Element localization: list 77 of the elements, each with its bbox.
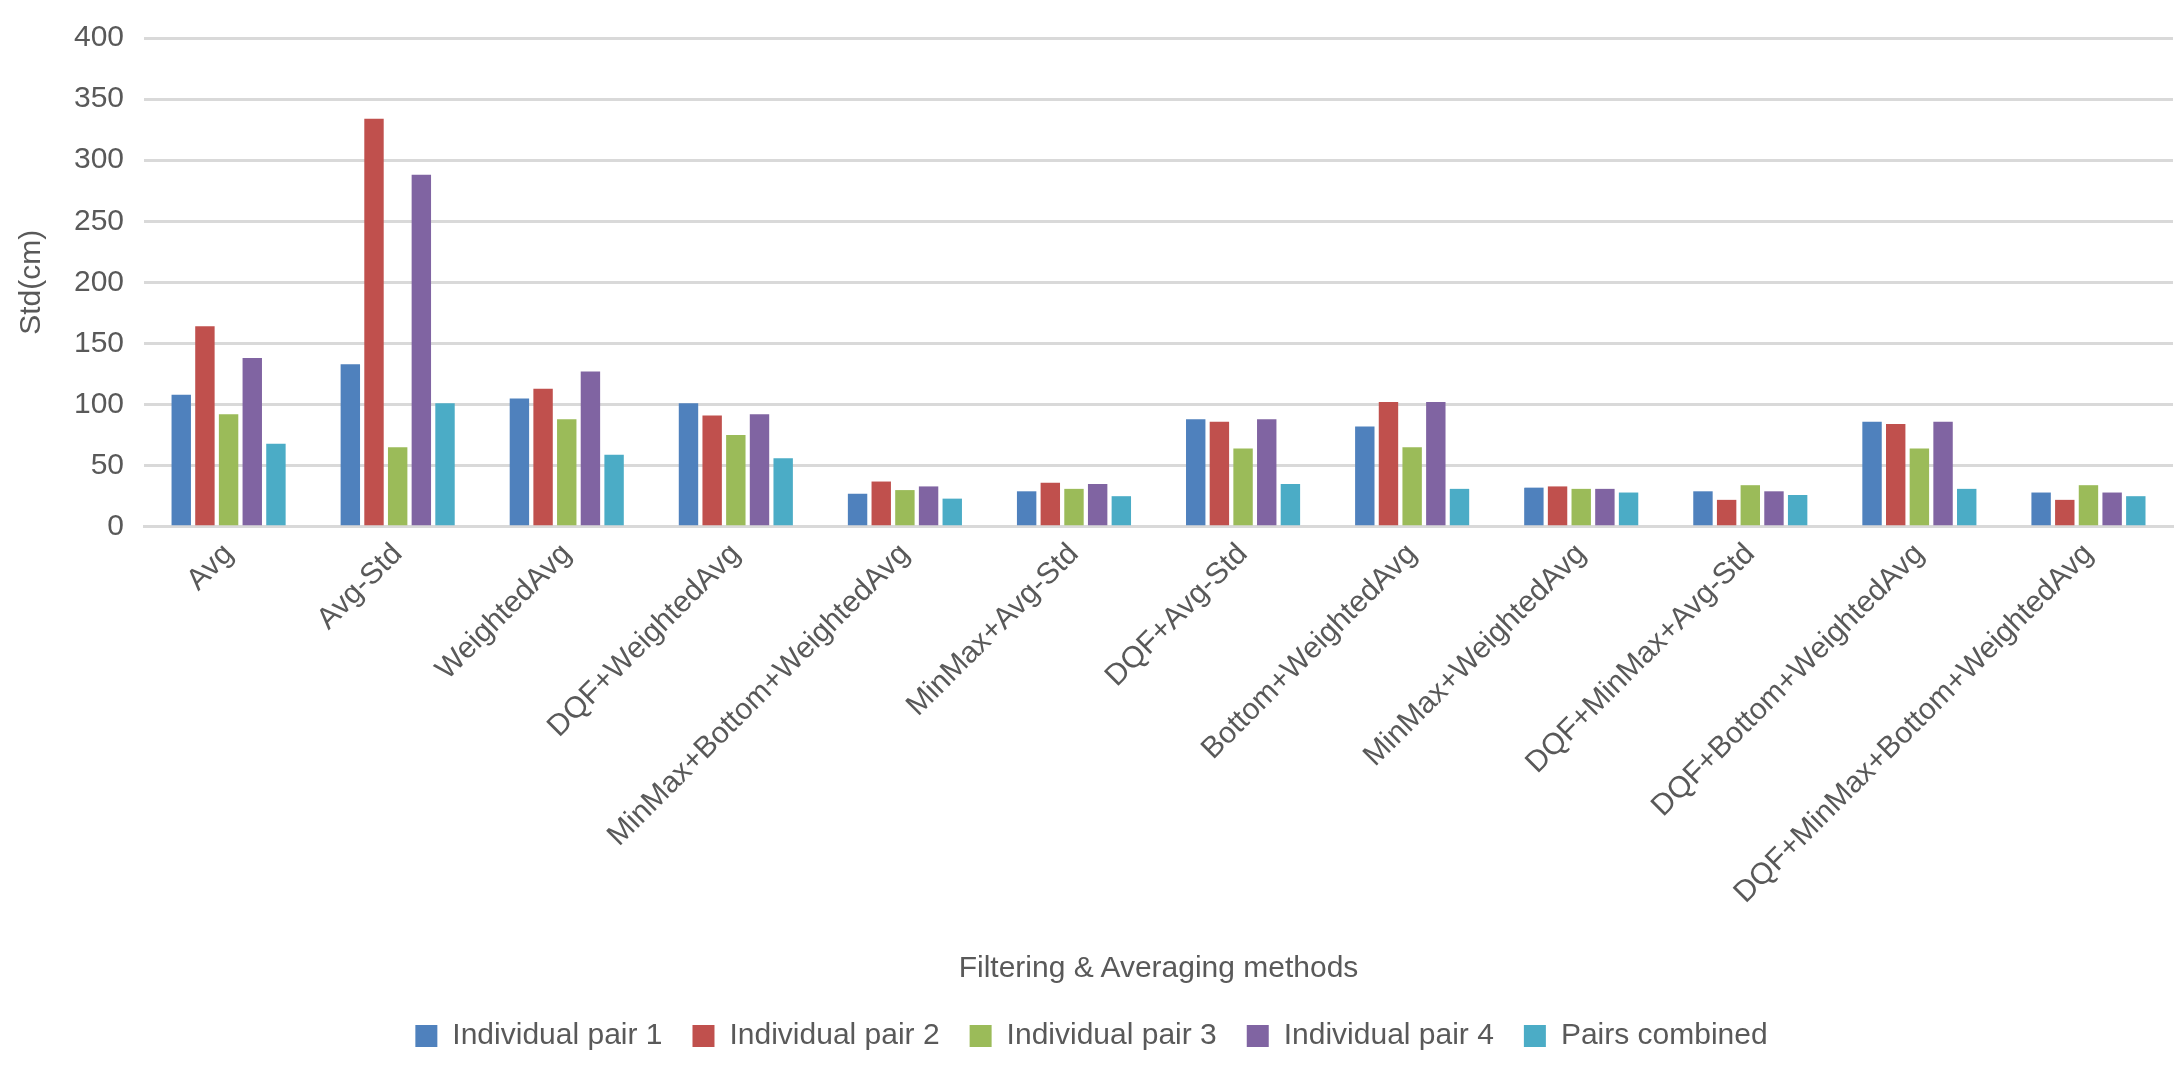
bar — [1040, 482, 1061, 526]
bar — [1016, 491, 1037, 526]
bar — [1618, 492, 1639, 526]
bar — [847, 493, 868, 526]
legend-label: Individual pair 1 — [452, 1017, 663, 1051]
bar — [1257, 419, 1277, 526]
bar — [2102, 492, 2122, 526]
bar — [1764, 491, 1784, 526]
bar — [580, 371, 601, 526]
bar — [1547, 486, 1568, 526]
bar — [266, 443, 286, 526]
y-tick-label: 300 — [73, 141, 125, 175]
bar — [195, 326, 215, 526]
bar — [242, 358, 262, 526]
bar — [557, 419, 577, 526]
bar — [1233, 448, 1253, 526]
bar — [2078, 485, 2099, 526]
bar — [1957, 488, 1977, 526]
bar — [1909, 448, 1930, 526]
bar — [1595, 488, 1615, 526]
bar — [1740, 485, 1761, 526]
bar — [1186, 419, 1206, 526]
y-axis-title: Std(cm) — [13, 229, 47, 335]
legend-label: Pairs combined — [1560, 1017, 1768, 1051]
bar — [411, 174, 432, 526]
bar — [171, 394, 191, 526]
bar — [1886, 424, 1906, 526]
bar — [1426, 402, 1446, 526]
bar — [726, 435, 746, 526]
bar — [1355, 426, 1375, 526]
bar — [1087, 483, 1108, 526]
bar — [2126, 496, 2146, 526]
bar — [1378, 402, 1399, 526]
bar — [1111, 496, 1132, 526]
y-tick-label: 400 — [73, 19, 125, 53]
bar — [1933, 421, 1953, 526]
bar — [364, 118, 384, 526]
bar — [604, 454, 624, 526]
bar — [1862, 421, 1882, 526]
bar — [1787, 494, 1808, 526]
legend-label: Individual pair 2 — [729, 1017, 940, 1051]
legend-label: Individual pair 4 — [1283, 1017, 1494, 1051]
y-tick-label: 50 — [90, 446, 125, 480]
bar — [1449, 488, 1470, 526]
y-tick-label: 0 — [107, 508, 125, 541]
y-tick-label: 250 — [73, 202, 125, 236]
bar — [1716, 499, 1737, 526]
bar — [435, 403, 455, 526]
y-tick-label: 100 — [73, 385, 125, 419]
bar — [1571, 488, 1591, 526]
x-axis-title: Filtering & Averaging methods — [958, 950, 1359, 984]
bar — [1280, 483, 1301, 526]
bar — [918, 486, 939, 526]
x-tick-label: Avg — [179, 536, 239, 596]
bar — [533, 388, 553, 526]
y-tick-label: 150 — [73, 324, 125, 358]
bar — [1693, 491, 1713, 526]
bar — [895, 490, 915, 526]
bar — [509, 398, 530, 526]
bar — [2031, 492, 2051, 526]
bar — [749, 414, 770, 526]
bar — [773, 458, 793, 526]
bar — [218, 414, 239, 526]
bar — [1524, 487, 1544, 526]
y-tick-label: 350 — [73, 80, 125, 114]
bar — [2055, 499, 2075, 526]
bar — [942, 498, 962, 526]
bar — [1064, 488, 1084, 526]
legend-label: Individual pair 3 — [1006, 1017, 1217, 1051]
bar — [340, 364, 361, 526]
bar — [1209, 421, 1230, 526]
bar — [387, 447, 408, 526]
bar — [871, 481, 891, 526]
bar — [1402, 447, 1422, 526]
y-tick-label: 200 — [73, 263, 125, 297]
bar — [678, 403, 699, 526]
bar — [702, 415, 722, 526]
